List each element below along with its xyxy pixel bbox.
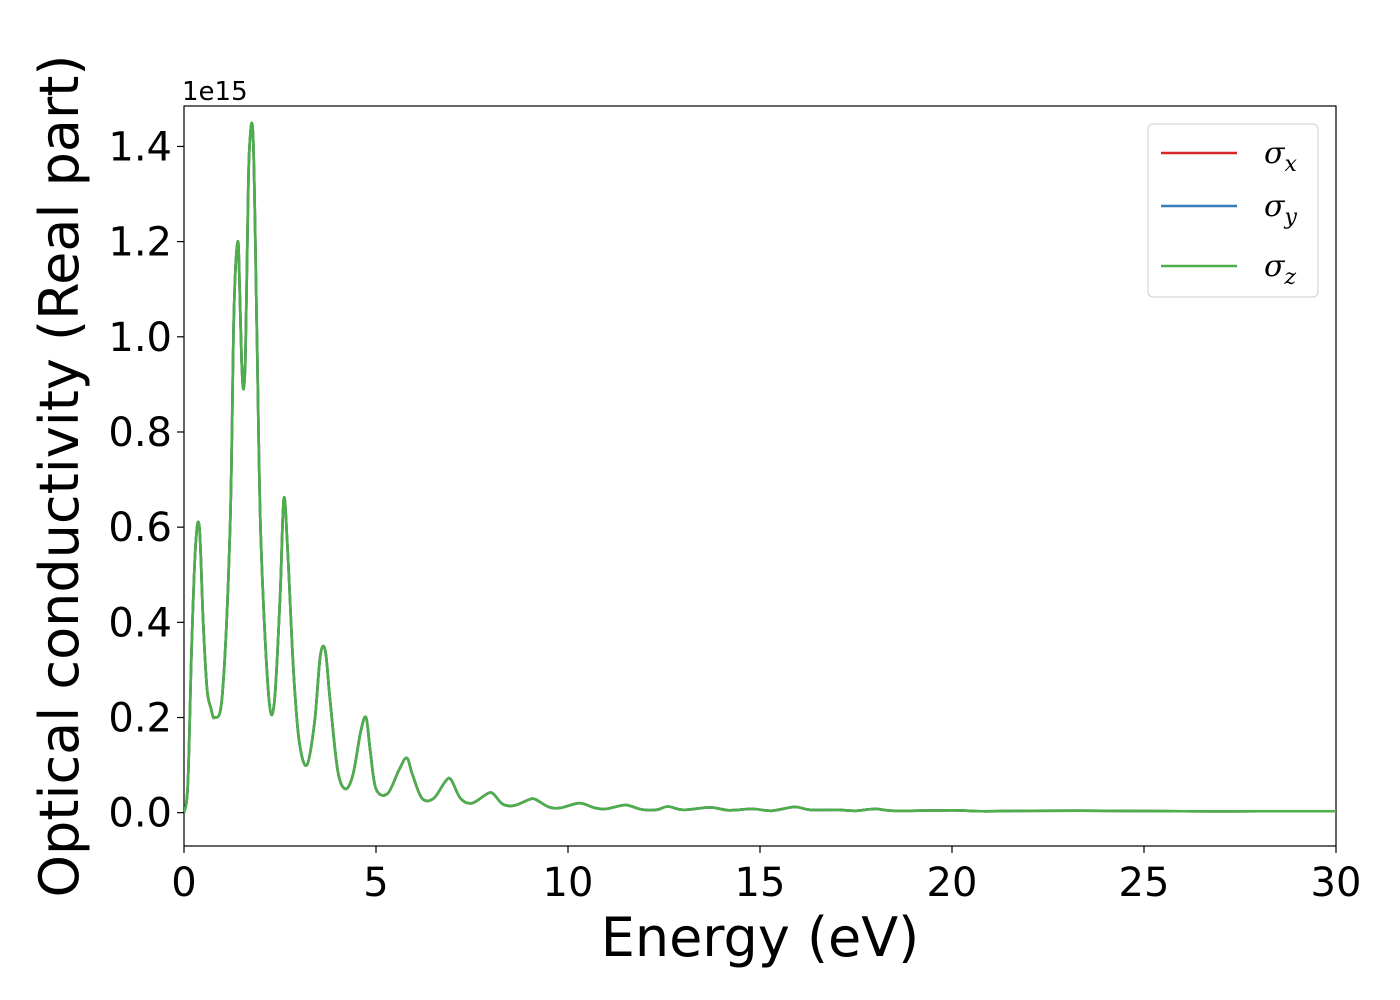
- x-tick-label: 25: [1119, 860, 1170, 906]
- x-tick-label: 30: [1311, 860, 1362, 906]
- x-tick-label: 5: [363, 860, 388, 906]
- x-tick-label: 0: [171, 860, 196, 906]
- y-tick-label: 0.8: [108, 410, 172, 456]
- axes-frame: [183, 105, 1337, 847]
- y-tick-label: 0.4: [108, 600, 172, 646]
- legend-frame: [1147, 123, 1319, 298]
- x-axis-label: Energy (eV): [601, 906, 920, 969]
- y-axis-ticks: 0.0 0.2 0.4 0.6 0.8 1.0 1.2 1.4: [108, 124, 184, 837]
- y-tick-label: 0.6: [108, 505, 172, 551]
- y-axis-label: Optical conductivity (Real part): [28, 55, 91, 898]
- legend-label-sigma-y: σy: [1264, 189, 1297, 230]
- series-line-sigma-z: [184, 121, 1336, 813]
- y-axis-offset-label: 1e15: [182, 77, 248, 107]
- y-tick-label: 1.4: [108, 124, 172, 170]
- x-axis-ticks: 0 5 10 15 20 25 30: [171, 846, 1361, 906]
- x-tick-label: 10: [543, 860, 594, 906]
- x-tick-label: 20: [927, 860, 978, 906]
- y-tick-label: 0.2: [108, 696, 172, 742]
- y-tick-label: 1.2: [108, 220, 172, 266]
- y-tick-label: 1.0: [108, 315, 172, 361]
- plot-area: [183, 105, 1337, 847]
- y-tick-label: 0.0: [108, 791, 172, 837]
- series-lines: [184, 121, 1336, 813]
- x-tick-label: 15: [735, 860, 786, 906]
